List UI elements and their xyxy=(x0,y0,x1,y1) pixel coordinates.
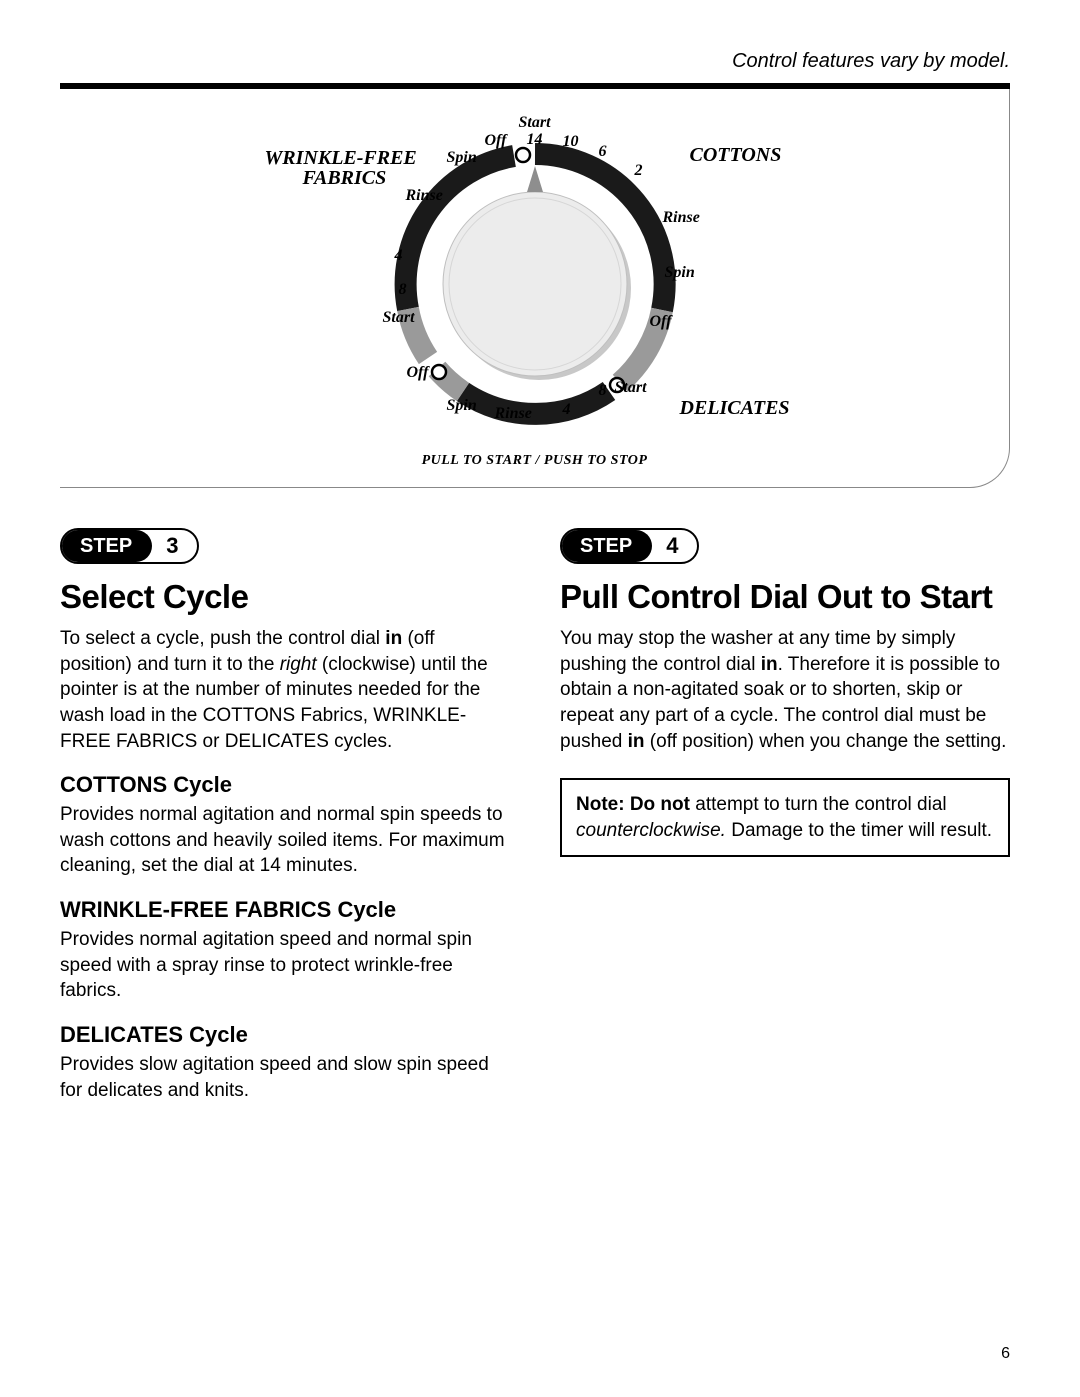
content-columns: STEP 3 Select Cycle To select a cycle, p… xyxy=(60,528,1010,1103)
dial-cat-cottons: COTTONS xyxy=(690,144,782,167)
t: Damage to the timer will result. xyxy=(726,820,992,841)
wrinkle-heading: WRINKLE-FREE FABRICS Cycle xyxy=(60,897,510,923)
dial-diagram: COTTONS WRINKLE-FREE FABRICS DELICATES S… xyxy=(185,109,885,449)
step-4-title: Pull Control Dial Out to Start xyxy=(560,578,1010,616)
dial-spin-b: Spin xyxy=(447,397,477,415)
step-3-badge-text: STEP xyxy=(62,530,152,562)
t: attempt to turn the control dial xyxy=(690,794,947,815)
delicates-heading: DELICATES Cycle xyxy=(60,1022,510,1048)
step-4-column: STEP 4 Pull Control Dial Out to Start Yo… xyxy=(560,528,1010,1103)
dial-8l: 8 xyxy=(399,281,407,299)
dial-rinse-tl: Rinse xyxy=(406,187,443,205)
t-italic: right xyxy=(280,654,317,675)
dial-start-br: Start xyxy=(615,379,647,397)
dial-4l: 4 xyxy=(395,247,403,265)
dial-start-top: Start xyxy=(519,114,551,132)
dial-pull-push: PULL TO START / PUSH TO STOP xyxy=(90,453,979,469)
dial-cat-wrinkle2: FABRICS xyxy=(303,167,387,190)
page-number: 6 xyxy=(1001,1345,1010,1363)
t: (off position) when you change the setti… xyxy=(645,731,1007,752)
top-note: Control features vary by model. xyxy=(60,50,1010,73)
note-label: Note: xyxy=(576,794,630,815)
step-3-intro: To select a cycle, push the control dial… xyxy=(60,626,510,754)
dial-panel: COTTONS WRINKLE-FREE FABRICS DELICATES S… xyxy=(60,89,1010,488)
step-4-badge: STEP 4 xyxy=(560,528,699,564)
t-bold: in xyxy=(385,628,402,649)
step-4-badge-num: 4 xyxy=(652,533,696,559)
t-bold: in xyxy=(628,731,645,752)
step-4-body: You may stop the washer at any time by s… xyxy=(560,626,1010,754)
wrinkle-body: Provides normal agitation speed and norm… xyxy=(60,927,510,1004)
note-box: Note: Do not attempt to turn the control… xyxy=(560,778,1010,857)
step-3-title: Select Cycle xyxy=(60,578,510,616)
cottons-body: Provides normal agitation and normal spi… xyxy=(60,802,510,879)
cottons-heading: COTTONS Cycle xyxy=(60,772,510,798)
dial-spin-tl: Spin xyxy=(447,149,477,167)
dial-off-bl: Off xyxy=(407,364,429,382)
dial-10: 10 xyxy=(563,133,579,151)
t: To select a cycle, push the control dial xyxy=(60,628,385,649)
note-ccw: counterclockwise. xyxy=(576,820,726,841)
dial-off-r: Off xyxy=(650,313,672,331)
dial-4b: 4 xyxy=(563,401,571,419)
dial-start-l: Start xyxy=(383,309,415,327)
dial-2: 2 xyxy=(635,162,643,180)
step-3-badge-num: 3 xyxy=(152,533,196,559)
manual-page: Control features vary by model. xyxy=(0,0,1080,1397)
dial-8b: 8 xyxy=(599,382,607,400)
dial-rinse-r: Rinse xyxy=(663,209,700,227)
dial-cat-delicates: DELICATES xyxy=(680,397,790,420)
delicates-body: Provides slow agitation speed and slow s… xyxy=(60,1052,510,1103)
dial-off-tl: Off xyxy=(485,132,507,150)
step-3-badge: STEP 3 xyxy=(60,528,199,564)
dial-6: 6 xyxy=(599,143,607,161)
dial-rinse-b: Rinse xyxy=(495,405,532,423)
note-donot: Do not xyxy=(630,794,690,815)
dial-spin-r: Spin xyxy=(665,264,695,282)
step-4-badge-text: STEP xyxy=(562,530,652,562)
step-3-column: STEP 3 Select Cycle To select a cycle, p… xyxy=(60,528,510,1103)
t-bold: in xyxy=(761,654,778,675)
dial-14: 14 xyxy=(527,131,543,149)
